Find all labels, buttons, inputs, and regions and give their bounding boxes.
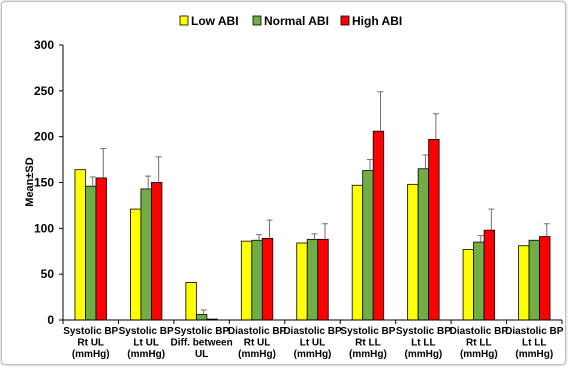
x-category-label: Systolic BP Lt LL (mmHg)	[396, 326, 451, 360]
x-category-label: Systolic BP Diff. between UL	[170, 326, 232, 360]
x-category-label-line: (mmHg)	[349, 349, 387, 360]
x-category-label-line: Rt LL	[355, 338, 381, 349]
x-category-label: Diastolic BP Lt UL (mmHg)	[283, 326, 342, 360]
legend-label: Normal ABI	[264, 14, 329, 28]
x-category-label: Diastolic BP Lt LL (mmHg)	[505, 326, 564, 360]
x-category-label-line: (mmHg)	[72, 349, 110, 360]
x-category-label-line: Diastolic BP	[505, 326, 564, 337]
x-category-label-line: Lt LL	[411, 338, 435, 349]
bar-high-abi	[428, 139, 440, 321]
bar-low-abi	[240, 240, 253, 321]
y-axis-label: Mean±SD	[24, 157, 36, 206]
bar-low-abi	[407, 183, 419, 321]
bar-low-abi	[296, 242, 308, 321]
legend-label: High ABI	[352, 14, 402, 28]
bar-normal-abi	[251, 239, 263, 321]
bar-low-abi	[518, 245, 530, 321]
x-category-label-line: Diff. between	[170, 338, 232, 349]
y-axis: 0 50 100 150 200 250 300	[34, 38, 64, 327]
x-category-label-line: Rt UL	[244, 338, 271, 349]
x-category-label-line: Rt UL	[77, 338, 104, 349]
x-category-label-line: (mmHg)	[460, 349, 498, 360]
bars	[74, 91, 551, 321]
legend-swatch	[252, 15, 262, 26]
bar-low-abi	[351, 184, 364, 321]
x-category-label: Diastolic BP Rt UL (mmHg)	[228, 326, 287, 360]
legend-swatch	[340, 15, 350, 26]
x-category-label: Systolic BP Lt UL (mmHg)	[119, 326, 174, 360]
bar-normal-abi	[417, 168, 430, 321]
x-category-label-line: UL	[195, 349, 208, 360]
bar-high-abi	[317, 238, 329, 321]
bar-high-abi	[372, 130, 385, 321]
x-category-label-line: Rt LL	[466, 338, 492, 349]
x-category-label: Systolic BP Rt LL (mmHg)	[340, 326, 395, 360]
x-category-label-line: Diastolic BP	[283, 326, 342, 337]
x-category-label-line: Lt UL	[133, 338, 159, 349]
x-category-label-line: Diastolic BP	[450, 326, 509, 337]
legend-swatch	[179, 15, 189, 26]
bar-high-abi	[261, 238, 274, 321]
x-category-label-line: Systolic BP	[340, 326, 395, 337]
bar-high-abi	[95, 177, 107, 321]
x-category-label-line: (mmHg)	[404, 349, 442, 360]
x-category-label: Systolic BP Rt UL (mmHg)	[63, 326, 118, 360]
y-tick-label: 200	[34, 130, 54, 144]
x-category-label-line: Systolic BP	[63, 326, 118, 337]
bar-normal-abi	[140, 188, 152, 321]
x-category-label-line: (mmHg)	[294, 349, 332, 360]
x-category-label-line: (mmHg)	[515, 349, 553, 360]
bar-high-abi	[483, 229, 495, 321]
legend-label: Low ABI	[191, 14, 239, 28]
bar-low-abi	[130, 208, 142, 321]
x-category-label-line: Lt UL	[300, 338, 326, 349]
x-category-label-line: Systolic BP	[119, 326, 174, 337]
x-category-label: Diastolic BP Rt LL (mmHg)	[450, 326, 509, 360]
bar-high-abi	[539, 236, 551, 321]
y-tick-label: 50	[41, 267, 55, 281]
bar-low-abi	[74, 169, 86, 321]
x-axis: Systolic BP Rt UL (mmHg)Systolic BP Lt UL (m…	[62, 319, 564, 360]
y-tick-label: 150	[34, 176, 54, 190]
bar-normal-abi	[473, 241, 485, 321]
x-category-label-line: Diastolic BP	[228, 326, 287, 337]
bar-high-abi	[151, 182, 163, 321]
y-tick-label: 100	[34, 221, 54, 235]
bar-low-abi	[462, 249, 474, 321]
bar-normal-abi	[195, 314, 208, 321]
y-tick-label: 250	[34, 84, 54, 98]
x-category-label-line: Systolic BP	[174, 326, 229, 337]
legend: Low ABI Normal ABI High ABI	[179, 14, 402, 28]
x-category-label-line: Systolic BP	[396, 326, 451, 337]
bar-normal-abi	[528, 239, 540, 321]
bar-normal-abi	[306, 238, 319, 321]
x-category-label-line: (mmHg)	[238, 349, 276, 360]
bar-normal-abi	[85, 185, 97, 321]
bar-low-abi	[185, 282, 197, 321]
x-category-label-line: (mmHg)	[127, 349, 165, 360]
y-tick-label: 0	[47, 313, 54, 327]
bar-normal-abi	[362, 170, 374, 321]
y-tick-label: 300	[34, 38, 54, 52]
x-category-label-line: Lt LL	[522, 338, 546, 349]
